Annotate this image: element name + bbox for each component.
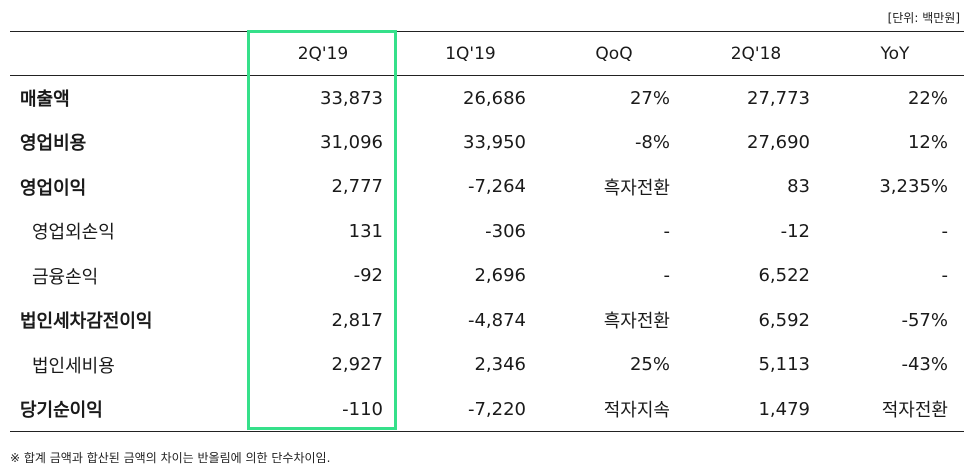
cell-2q18: 83 (787, 176, 810, 198)
cell-2q19: -110 (247, 387, 399, 432)
column-header-yoy: YoY (826, 31, 964, 76)
cell-qoq: - (663, 220, 671, 242)
cell-yoy: 12% (907, 131, 948, 153)
table-row: 당기순이익 -110 -7,220 적자지속 1,479 적자전환 (10, 387, 964, 432)
cell-2q19: 2,927 (331, 354, 383, 376)
cell-yoy: 3,235% (879, 176, 948, 198)
column-header-qoq: QoQ (542, 31, 686, 76)
header-label-column (10, 31, 247, 76)
row-label: 매출액 (20, 89, 70, 110)
cell-1q19: 26,686 (463, 87, 526, 109)
cell-2q18: 6,592 (758, 309, 810, 331)
cell-1q19: 2,346 (474, 354, 526, 376)
cell-1q19: 33,950 (463, 131, 526, 153)
current-quarter-highlight-box (247, 30, 397, 430)
column-header-2q18: 2Q'18 (686, 31, 826, 76)
cell-yoy: -43% (901, 354, 948, 376)
footnote: ※ 합계 금액과 합산된 금액의 차이는 반올림에 의한 단수차이임. (10, 451, 331, 465)
table-row: 법인세차감전이익 2,817 -4,874 흑자전환 6,592 -57% (10, 298, 964, 343)
cell-1q19: 2,696 (474, 265, 526, 287)
cell-1q19: -306 (485, 220, 526, 242)
row-label: 영업외손익 (32, 222, 115, 244)
table-row: 금융손익 -92 2,696 - 6,522 - (10, 254, 964, 299)
cell-qoq: -8% (634, 131, 670, 153)
cell-2q19: 2,817 (331, 309, 383, 331)
cell-2q18: 6,522 (758, 265, 810, 287)
income-statement-table: 2Q'19 1Q'19 QoQ 2Q'18 YoY 매출액 33,873 26,… (10, 31, 964, 432)
row-label: 당기순이익 (10, 387, 247, 432)
cell-2q18: 27,773 (747, 87, 810, 109)
unit-note: [단위: 백만원] (887, 11, 960, 25)
cell-1q19: -4,874 (467, 309, 526, 331)
cell-yoy: -57% (901, 309, 948, 331)
table-row: 영업외손익 131 -306 - -12 - (10, 209, 964, 254)
row-label: 영업비용 (20, 133, 87, 155)
table-row: 영업비용 31,096 33,950 -8% 27,690 12% (10, 120, 964, 165)
cell-qoq: 25% (629, 354, 670, 376)
cell-2q18: 5,113 (758, 354, 810, 376)
cell-2q19: 33,873 (320, 87, 383, 109)
cell-2q19: -92 (353, 265, 383, 287)
cell-2q19: 31,096 (320, 131, 383, 153)
cell-yoy: - (941, 265, 949, 287)
cell-2q18: 27,690 (747, 131, 810, 153)
cell-yoy: 22% (907, 87, 948, 109)
cell-qoq: - (663, 265, 671, 287)
cell-1q19: -7,220 (399, 387, 542, 432)
column-header-1q19: 1Q'19 (399, 31, 542, 76)
header-row: 2Q'19 1Q'19 QoQ 2Q'18 YoY (10, 31, 964, 76)
column-header-2q19: 2Q'19 (247, 31, 399, 76)
table-row: 영업이익 2,777 -7,264 흑자전환 83 3,235% (10, 165, 964, 210)
cell-2q18: 1,479 (686, 387, 826, 432)
row-label: 법인세비용 (32, 355, 115, 377)
cell-2q19: 2,777 (331, 176, 383, 198)
cell-1q19: -7,264 (467, 176, 526, 198)
cell-qoq: 적자지속 (542, 387, 686, 432)
cell-2q19: 131 (348, 220, 383, 242)
cell-qoq: 흑자전환 (603, 177, 670, 199)
cell-yoy: - (941, 220, 949, 242)
cell-qoq: 흑자전환 (603, 311, 670, 333)
row-label: 법인세차감전이익 (20, 311, 153, 333)
row-label: 금융손익 (32, 266, 99, 288)
row-label: 영업이익 (20, 177, 87, 199)
table-row: 매출액 33,873 26,686 27% 27,773 22% (10, 76, 964, 121)
cell-2q18: -12 (780, 220, 810, 242)
cell-yoy: 적자전환 (826, 387, 964, 432)
cell-qoq: 27% (629, 87, 670, 109)
table-row: 법인세비용 2,927 2,346 25% 5,113 -43% (10, 343, 964, 388)
